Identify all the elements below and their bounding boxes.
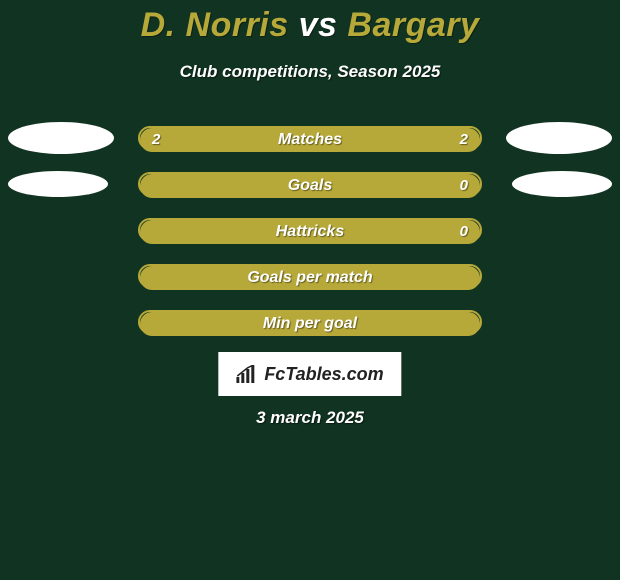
date-label: 3 march 2025 bbox=[0, 408, 620, 428]
bar-chart-icon bbox=[236, 365, 258, 383]
player2-name: Bargary bbox=[347, 6, 479, 44]
stat-bar: 0Hattricks bbox=[138, 218, 482, 242]
stat-row: Min per goal bbox=[0, 310, 620, 334]
stat-bar: 22Matches bbox=[138, 126, 482, 150]
player-avatar-placeholder bbox=[8, 122, 114, 154]
source-logo: FcTables.com bbox=[218, 352, 401, 396]
stat-bar: Goals per match bbox=[138, 264, 482, 288]
vs-label: vs bbox=[299, 6, 338, 44]
stat-right-value: 0 bbox=[460, 220, 468, 244]
stat-rows: 22Matches0Goals0HattricksGoals per match… bbox=[0, 126, 620, 356]
stat-bar-fill bbox=[140, 128, 480, 152]
player-avatar-placeholder bbox=[512, 171, 612, 197]
player-avatar-placeholder bbox=[506, 122, 612, 154]
player1-name: D. Norris bbox=[141, 6, 289, 44]
stat-bar: 0Goals bbox=[138, 172, 482, 196]
stat-bar: Min per goal bbox=[138, 310, 482, 334]
comparison-infographic: D. Norris vs Bargary Club competitions, … bbox=[0, 0, 620, 580]
logo-text: FcTables.com bbox=[264, 364, 383, 385]
stat-row: 0Hattricks bbox=[0, 218, 620, 242]
stat-right-value: 0 bbox=[460, 174, 468, 198]
stat-bar-fill bbox=[140, 266, 480, 290]
stat-bar-fill bbox=[140, 220, 480, 244]
stat-bar-fill bbox=[140, 174, 480, 198]
subtitle: Club competitions, Season 2025 bbox=[0, 62, 620, 82]
stat-bar-fill bbox=[140, 312, 480, 336]
page-title: D. Norris vs Bargary bbox=[0, 6, 620, 45]
stat-row: Goals per match bbox=[0, 264, 620, 288]
stat-left-value: 2 bbox=[152, 128, 160, 152]
player-avatar-placeholder bbox=[8, 171, 108, 197]
stat-row: 0Goals bbox=[0, 172, 620, 196]
stat-row: 22Matches bbox=[0, 126, 620, 150]
stat-right-value: 2 bbox=[460, 128, 468, 152]
